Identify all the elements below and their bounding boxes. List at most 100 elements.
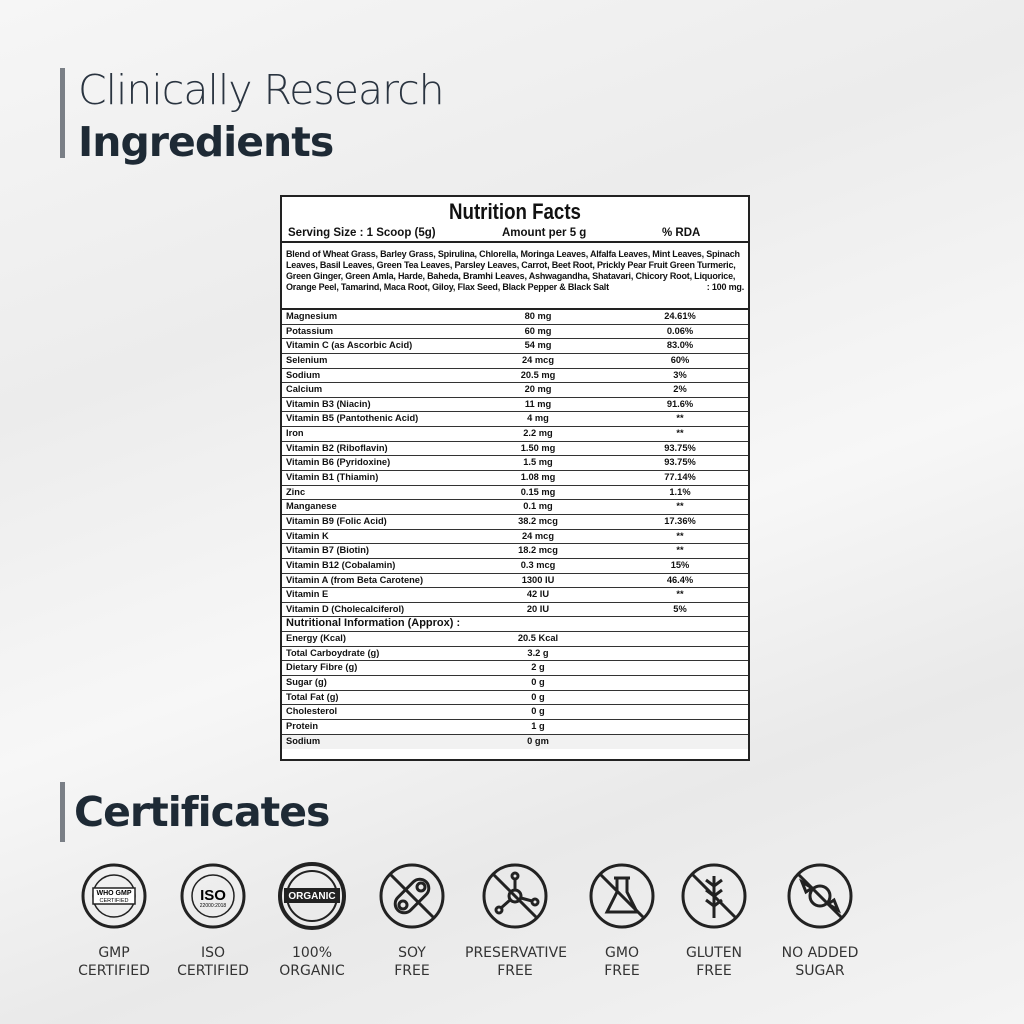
svg-text:CERTIFIED: CERTIFIED (100, 898, 129, 904)
certificate-badge: PRESERVATIVE FREE (465, 862, 567, 980)
info-amount: 3.2 g (527, 647, 549, 658)
table-row: Selenium 24 mcg 60% (282, 354, 748, 369)
nutrient-name: Vitamin B3 (Niacin) (286, 398, 371, 409)
blend-text: Blend of Wheat Grass, Barley Grass, Spir… (286, 249, 740, 292)
info-amount: 1 g (531, 720, 545, 731)
certificate-label: GLUTEN FREE (664, 944, 764, 980)
heading-accent-bar (60, 68, 65, 158)
nutrient-rda: 93.75% (664, 442, 696, 453)
table-row: Calcium 20 mg 2% (282, 383, 748, 398)
certificate-badge: ISO 22000:2018 ISO CERTIFIED (163, 862, 263, 980)
nutrient-rda: ** (676, 589, 684, 600)
certificates-accent-bar (60, 782, 65, 842)
table-row: Magnesium 80 mg 24.61% (282, 310, 748, 325)
nutrient-name: Selenium (286, 354, 328, 365)
nutrient-rda: 15% (670, 559, 690, 570)
nutrient-rda: ** (676, 501, 684, 512)
table-row: Sodium 0 gm (282, 734, 748, 750)
certificate-label-line2: CERTIFIED (177, 963, 249, 979)
info-amount: 0 g (531, 691, 545, 702)
nutrient-name: Manganese (286, 501, 337, 512)
info-name: Cholesterol (286, 706, 338, 717)
table-row: Vitamin K 24 mcg ** (282, 530, 748, 545)
nutrient-name: Vitamin B7 (Biotin) (286, 545, 369, 556)
certificate-label-line1: GLUTEN (685, 945, 743, 961)
certificate-label: ISO CERTIFIED (163, 944, 263, 980)
nutrient-name: Vitamin B1 (Thiamin) (286, 472, 379, 483)
info-name: Energy (Kcal) (286, 633, 346, 644)
nutrient-name: Magnesium (286, 311, 338, 321)
no-preservative-icon (465, 862, 565, 930)
table-row: Vitamin B2 (Riboflavin) 1.50 mg 93.75% (282, 442, 748, 457)
certificate-label-line1: GMO (605, 945, 639, 961)
nutrient-rda: 0.06% (666, 325, 694, 336)
nutrient-rda: 60% (670, 354, 690, 365)
info-name: Total Carboydrate (g) (286, 647, 380, 658)
nutrient-name: Vitamin B5 (Pantothenic Acid) (286, 413, 419, 424)
nutrient-rda: ** (676, 413, 684, 424)
info-amount: 2 g (531, 662, 545, 673)
certificate-label: 100% ORGANIC (262, 944, 362, 980)
svg-text:ISO: ISO (200, 887, 226, 904)
blend-amount: : 100 mg. (706, 282, 744, 292)
nutrient-name: Sodium (286, 369, 321, 380)
table-row: Sodium 20.5 mg 3% (282, 369, 748, 384)
section-title: Nutritional Information (Approx) : (286, 617, 461, 630)
nutrient-name: Potassium (286, 325, 334, 336)
certificate-label: PRESERVATIVE FREE (465, 944, 567, 980)
nutrient-name: Iron (286, 428, 304, 439)
nutrient-name: Vitamin E (286, 589, 329, 600)
nutrient-amount: 42 IU (526, 589, 550, 600)
nutrient-rda: 83.0% (666, 340, 694, 351)
heading-line1: Clinically Research (78, 66, 445, 114)
nutrient-rda: ** (676, 545, 684, 556)
nutrient-rda: 91.6% (666, 398, 694, 409)
nutrient-rda: 77.14% (664, 472, 696, 483)
certificate-badge: WHO GMP CERTIFIED GMP CERTIFIED (64, 862, 164, 980)
certificate-label: GMP CERTIFIED (64, 944, 164, 980)
certificate-label: NO ADDED SUGAR (770, 944, 870, 980)
nutrient-amount: 1.50 mg (520, 442, 556, 453)
table-row: Iron 2.2 mg ** (282, 427, 748, 442)
table-row: Potassium 60 mg 0.06% (282, 325, 748, 340)
table-row: Vitamin B1 (Thiamin) 1.08 mg 77.14% (282, 471, 748, 486)
table-row: Vitamin B3 (Niacin) 11 mg 91.6% (282, 398, 748, 413)
nutrient-rda: 5% (673, 603, 687, 614)
table-row: Sugar (g) 0 g (282, 676, 748, 691)
certificate-label-line1: SOY (398, 945, 426, 961)
nutrient-rda: 2% (673, 384, 687, 395)
nutrient-amount: 0.3 mcg (520, 559, 556, 570)
certificate-label-line2: FREE (696, 963, 732, 979)
nutrient-amount: 20.5 mg (520, 369, 556, 380)
nutrient-rows: Magnesium 80 mg 24.61% Potassium 60 mg 0.06% V… (282, 310, 748, 750)
nutrient-amount: 4 mg (527, 413, 549, 424)
nutrient-name: Vitamin K (286, 530, 329, 541)
nutrient-name: Vitamin B12 (Cobalamin) (286, 559, 396, 570)
certificate-badge: NO ADDED SUGAR (770, 862, 870, 980)
svg-text:ORGANIC: ORGANIC (288, 891, 335, 902)
gmp-seal-icon: WHO GMP CERTIFIED (64, 862, 164, 930)
certificate-badge: GLUTEN FREE (664, 862, 764, 980)
info-name: Dietary Fibre (g) (286, 662, 358, 673)
table-row: Total Fat (g) 0 g (282, 691, 748, 706)
nutrient-amount: 2.2 mg (523, 428, 553, 439)
table-row: Zinc 0.15 mg 1.1% (282, 486, 748, 501)
certificate-label-line2: ORGANIC (279, 963, 345, 979)
nutrient-rda: ** (676, 428, 684, 439)
nutrient-amount: 0.1 mg (523, 501, 553, 512)
rda-header: % RDA (662, 227, 701, 239)
info-amount: 0 g (531, 706, 545, 717)
table-row: Manganese 0.1 mg ** (282, 500, 748, 515)
table-row: Vitamin B6 (Pyridoxine) 1.5 mg 93.75% (282, 456, 748, 472)
table-row: Energy (Kcal) 20.5 Kcal (282, 632, 748, 647)
table-row: Vitamin B12 (Cobalamin) 0.3 mcg 15% (282, 559, 748, 574)
no-soy-icon (362, 862, 462, 930)
nutrient-rda: ** (676, 530, 684, 541)
nutrient-name: Calcium (286, 384, 323, 395)
heading-line2: Ingredients (78, 118, 334, 166)
nutrient-amount: 11 mg (524, 398, 552, 409)
certificate-label-line2: FREE (497, 963, 533, 979)
nutrient-name: Vitamin B9 (Folic Acid) (286, 515, 387, 526)
nutrient-amount: 60 mg (524, 325, 552, 336)
certificate-label-line2: SUGAR (795, 963, 845, 979)
